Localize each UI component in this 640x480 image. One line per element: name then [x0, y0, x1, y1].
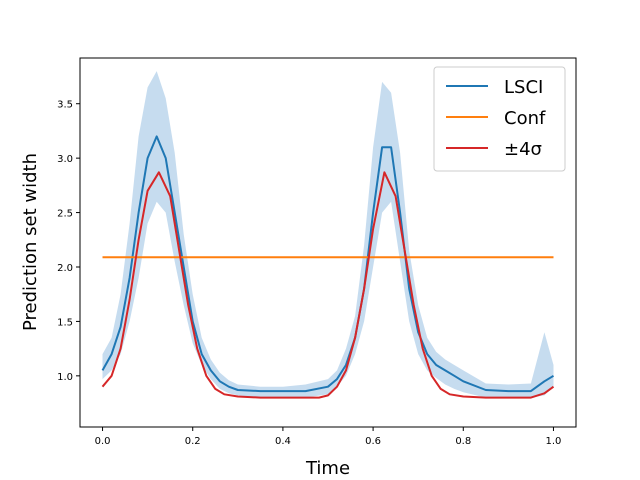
x-axis-title: Time	[305, 458, 350, 479]
series-layer	[101, 135, 555, 399]
axes-layer: 0.0 0.2 0.4 0.6 0.8 1.0 1.0 1.5 2.0 2.5 3.0 3.5	[57, 57, 577, 447]
x-tick-label: 0.6	[365, 436, 381, 447]
y-axis-title: Prediction set width	[20, 153, 41, 331]
y-tick-label: 2.0	[57, 263, 73, 274]
x-tick-label: 0.4	[275, 436, 291, 447]
lsci-line	[101, 135, 555, 393]
legend: LSCI Conf ±4σ	[433, 66, 566, 172]
x-tick-label: 0.2	[185, 436, 201, 447]
y-tick-label: 3.5	[57, 100, 73, 111]
lsci-band	[102, 71, 554, 398]
x-tick-label: 0.8	[455, 436, 471, 447]
axes-frame	[79, 57, 577, 428]
x-tick-label: 1.0	[546, 436, 562, 447]
y-tick-label: 2.5	[57, 209, 73, 220]
legend-frame	[433, 66, 566, 172]
legend-label-conf: Conf	[504, 108, 546, 129]
legend-label-sigma: ±4σ	[504, 139, 542, 160]
x-tick-label: 0.0	[95, 436, 111, 447]
y-tick-label: 3.0	[57, 154, 73, 165]
y-tick-label: 1.0	[57, 372, 73, 383]
sigma-line	[101, 171, 555, 399]
legend-label-lsci: LSCI	[504, 77, 543, 98]
y-tick-label: 1.5	[57, 317, 73, 328]
band-layer	[102, 71, 554, 398]
